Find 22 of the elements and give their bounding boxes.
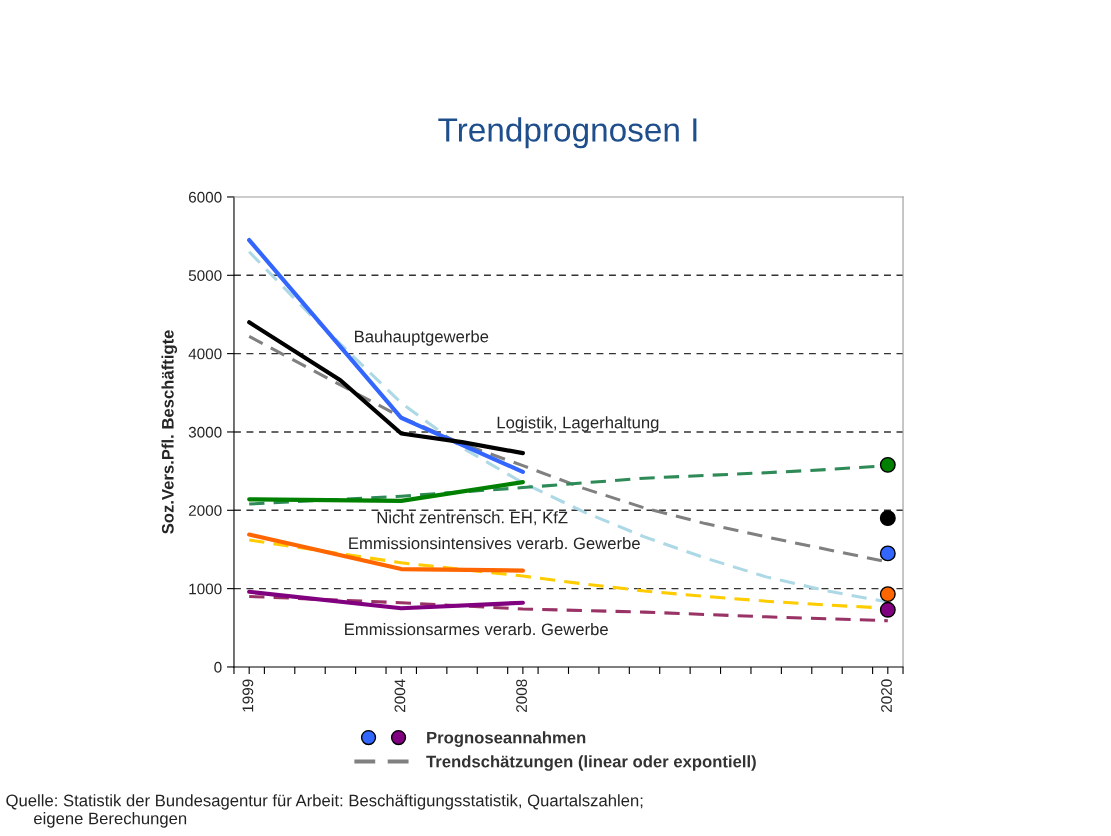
annotation: Nicht zentrensch. EH, KfZ <box>377 511 568 526</box>
y-tick-label: 0 <box>214 661 222 673</box>
annotation: Emmissionsarmes verarb. Gewerbe <box>345 623 608 636</box>
y-axis-title: Soz.Vers.Pfl. Beschäftigte <box>161 330 178 534</box>
y-tick-label: 4000 <box>188 348 222 360</box>
annotation: Emmissionsintensives verarb. Gewerbe <box>349 536 640 550</box>
annotation: Logistik, Lagerhaltung <box>497 416 659 432</box>
y-tick-label: 6000 <box>188 191 222 203</box>
legend-label: Prognoseannahmen <box>427 731 586 747</box>
x-tick-label: 2008 <box>516 679 527 712</box>
x-tick-label: 1999 <box>242 679 254 712</box>
y-tick-label: 5000 <box>188 270 222 281</box>
legend-label: Trendschätzungen (linear oder expontiell) <box>426 755 756 771</box>
y-tick-label: 3000 <box>188 426 222 438</box>
y-tick-label: 2000 <box>188 505 222 516</box>
annotation: Bauhauptgewerbe <box>355 330 489 346</box>
x-tick-label: 2004 <box>394 679 406 712</box>
source-note: Quelle: Statistik der Bundesagentur für Arbeit: Beschäftigungsstatistik, Quartalszahlen; eigene Berechungen <box>6 794 643 828</box>
y-tick-label: 1000 <box>189 583 222 595</box>
line-series <box>247 594 890 623</box>
chart-title: Trendprognosen I <box>438 117 697 149</box>
x-tick-label: 2020 <box>881 679 892 712</box>
